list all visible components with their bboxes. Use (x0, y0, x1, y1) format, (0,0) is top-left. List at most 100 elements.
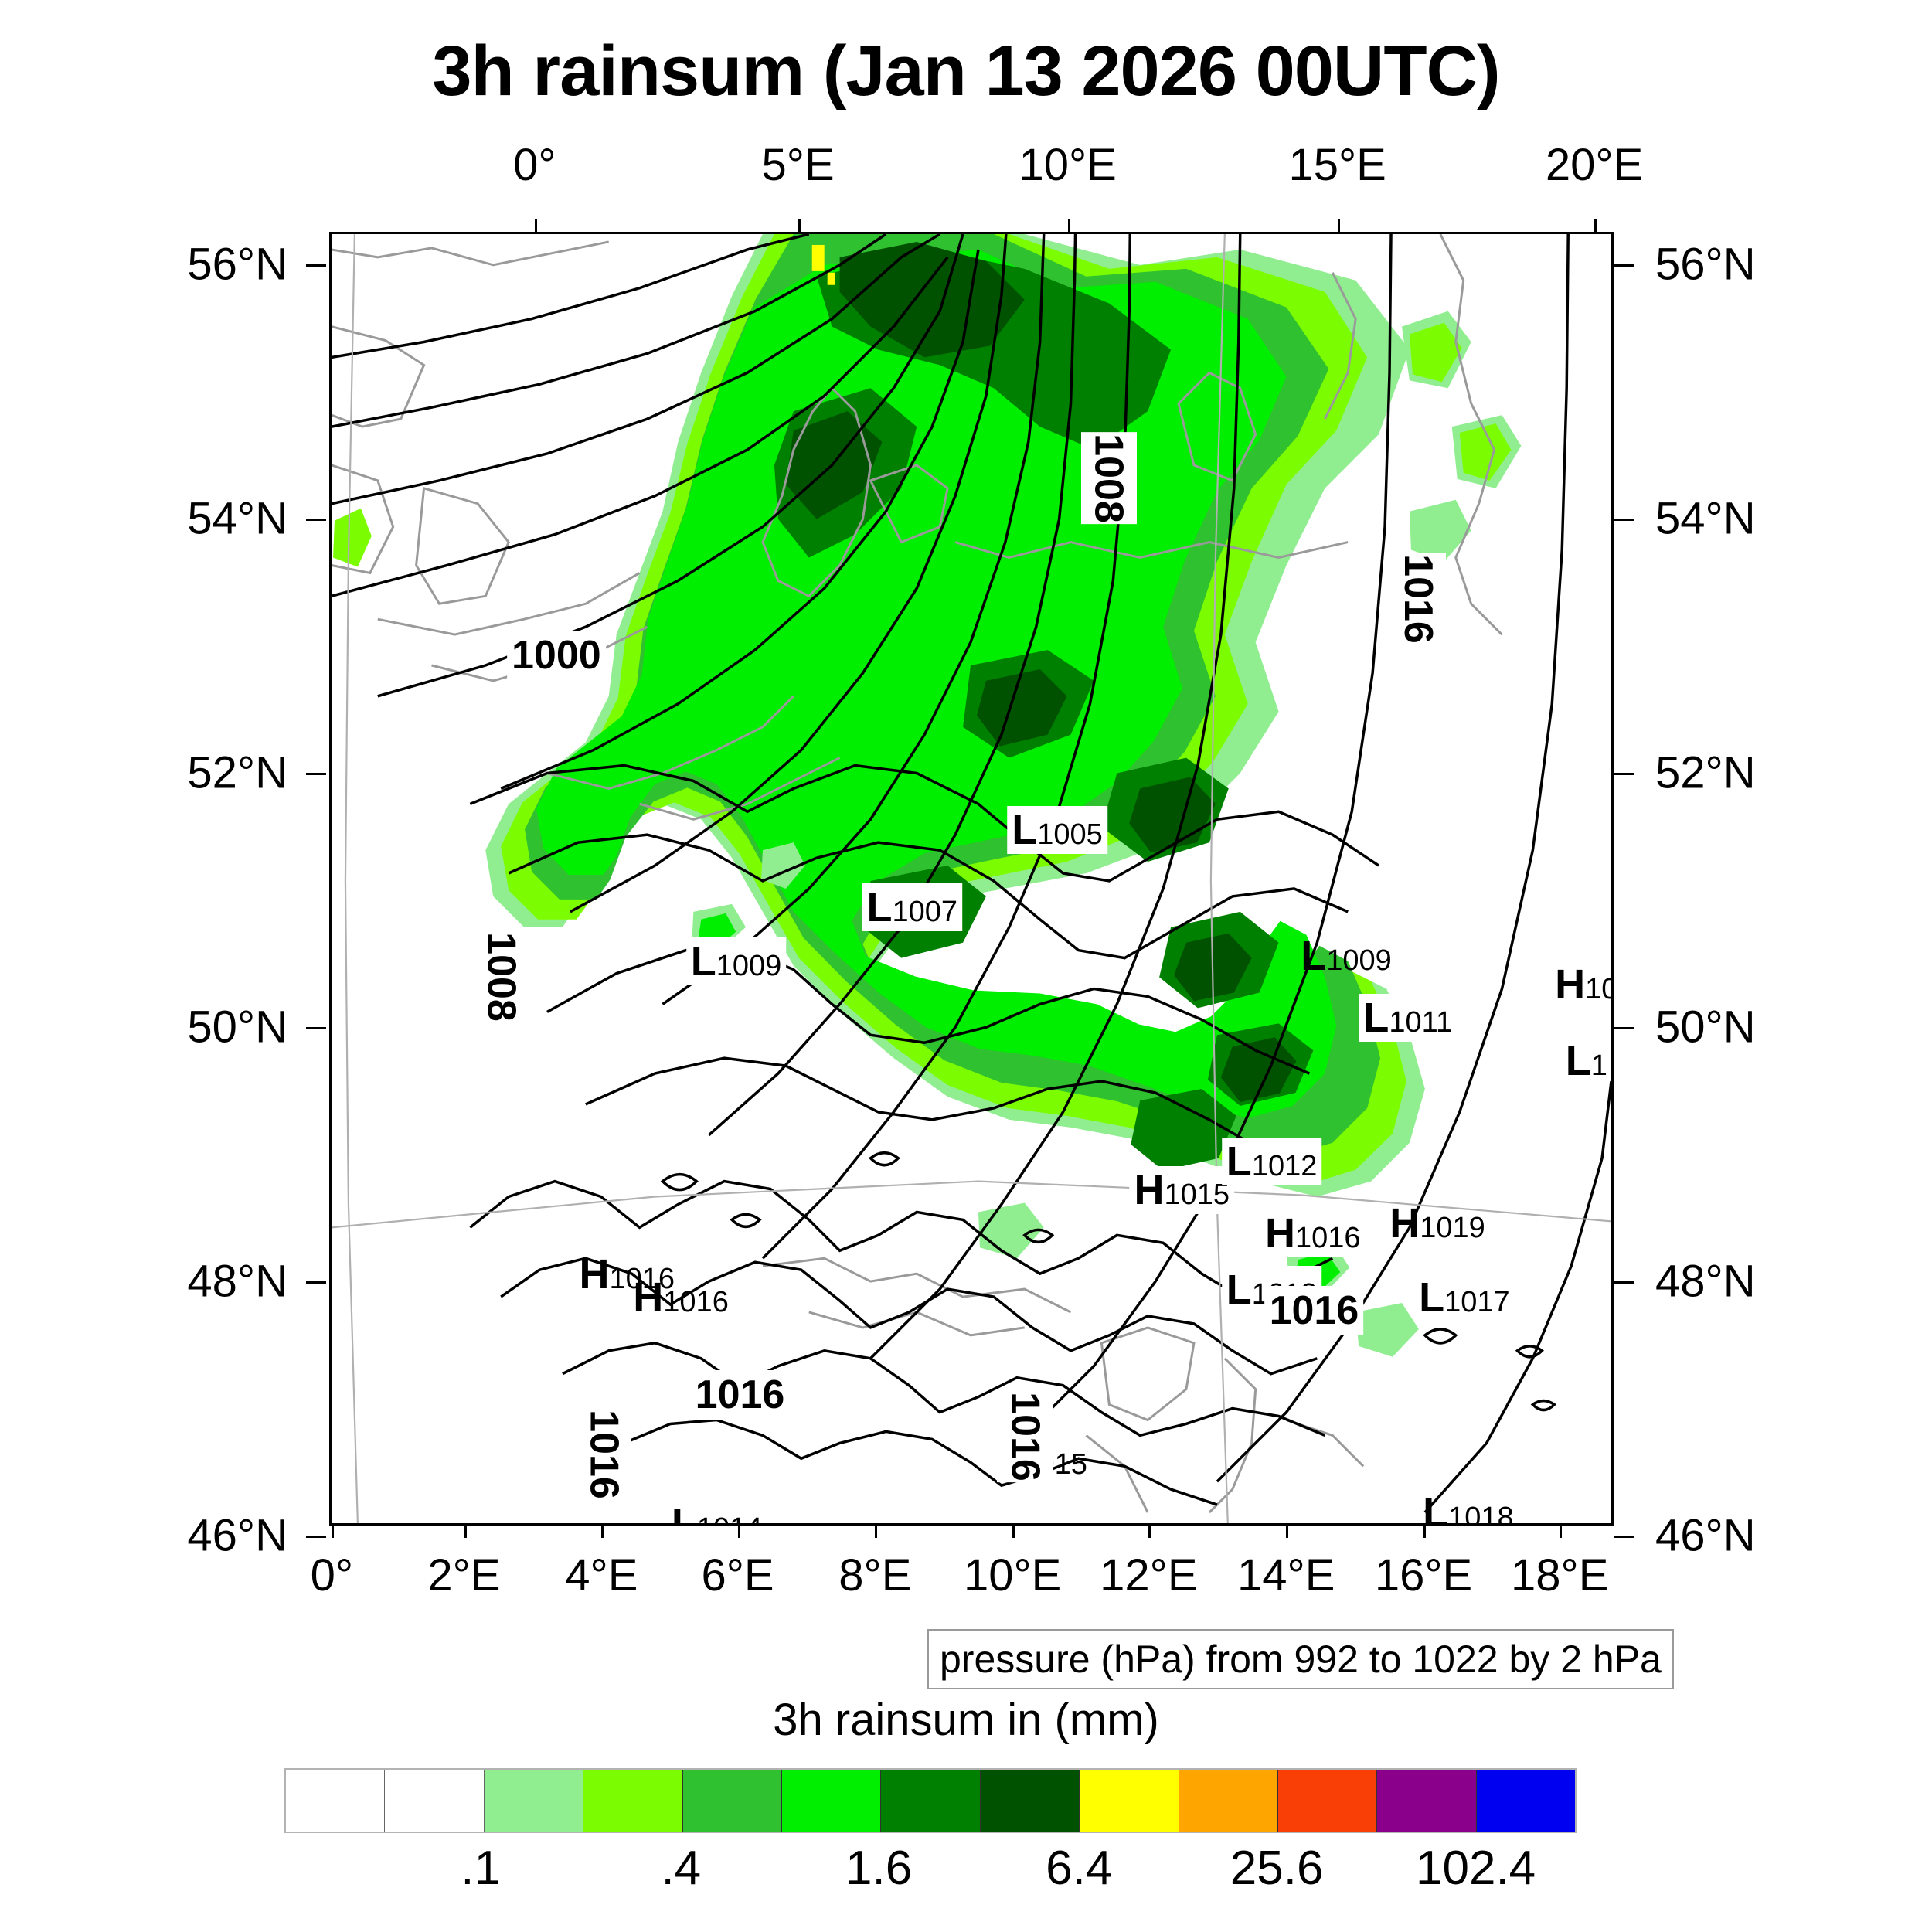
pressure-center-type: H (579, 1251, 610, 1298)
pressure-center-value: 1019 (1420, 1211, 1485, 1244)
pressure-center-type: L (1226, 1138, 1252, 1185)
colorbar-swatch-9[interactable] (1179, 1770, 1278, 1832)
latitude-label-right-1: 54°N (1655, 493, 1756, 544)
pressure-center-type: H (1134, 1166, 1165, 1213)
colorbar-swatch-1[interactable] (385, 1770, 485, 1832)
pressure-center-h-7: H1015 (1129, 1165, 1235, 1214)
pressure-center-type: H (633, 1274, 664, 1321)
pressure-center-l-12: L1017 (1419, 1277, 1510, 1318)
tick-bottom-8 (1423, 1526, 1427, 1538)
tick-bottom-0 (332, 1526, 335, 1538)
longitude-label-bottom-1: 2°E (427, 1550, 501, 1600)
tick-right-3 (1614, 1026, 1634, 1029)
colorbar-swatch-6[interactable] (881, 1770, 981, 1832)
pressure-center-l-1: L1007 (862, 883, 962, 931)
pressure-center-value: 1 (1590, 1049, 1607, 1083)
pressure-center-value: 1016 (1294, 1222, 1361, 1255)
latitude-label-left-0: 56°N (187, 239, 287, 290)
tick-left-1 (306, 518, 326, 521)
pressure-center-value: 10 (1585, 972, 1611, 1005)
isobar-label-3: 1008 (473, 930, 529, 1023)
pressure-center-type: L (1423, 1490, 1449, 1526)
pressure-center-l-0: L1005 (1007, 806, 1107, 855)
pressure-center-type: L (453, 1516, 478, 1523)
pressure-center-l-18: L1018 (1423, 1490, 1514, 1526)
colorbar-swatch-8[interactable] (1080, 1770, 1179, 1832)
pressure-center-l-4: L1011 (1359, 993, 1458, 1042)
colorbar-swatch-7[interactable] (980, 1770, 1080, 1832)
tick-bottom-1 (464, 1526, 467, 1538)
colorbar-swatch-4[interactable] (682, 1770, 782, 1832)
longitude-label-bottom-9: 18°E (1510, 1550, 1609, 1600)
tick-left-2 (306, 772, 326, 775)
latitude-label-left-1: 54°N (187, 493, 287, 544)
pressure-center-l-17: L1014 (672, 1503, 763, 1523)
colorbar-swatch-11[interactable] (1377, 1770, 1477, 1832)
precipitation-shading (332, 234, 1522, 1357)
longitude-label-bottom-6: 12°E (1100, 1550, 1198, 1600)
pressure-center-h-11: H1019 (1389, 1202, 1485, 1244)
tick-right-4 (1614, 1281, 1634, 1284)
longitude-label-top-2: 10°E (1019, 140, 1117, 190)
isobar-label-4: 1016 (1264, 1285, 1364, 1335)
colorbar-swatch-12[interactable] (1476, 1770, 1576, 1832)
pressure-center-h-9: H1016 (1260, 1209, 1366, 1258)
graticule (332, 234, 1611, 1523)
colorbar-tick-2: 1.6 (845, 1842, 913, 1895)
colorbar-swatch-10[interactable] (1277, 1770, 1378, 1832)
longitude-label-bottom-5: 10°E (963, 1550, 1062, 1600)
tick-left-0 (306, 264, 326, 267)
pressure-center-value: 1005 (1037, 818, 1103, 852)
map-plot-area[interactable]: L1005L1007L1009L1009L1011H10L1H1015L1012… (329, 232, 1614, 1526)
colorbar-title: 3h rainsum in (mm) (773, 1695, 1159, 1745)
colorbar-swatch-3[interactable] (583, 1770, 683, 1832)
pressure-center-value: 1015 (1164, 1178, 1230, 1211)
pressure-center-value: 1007 (892, 895, 957, 928)
pressure-center-value: 1018 (1448, 1502, 1514, 1526)
tick-right-1 (1614, 518, 1634, 521)
isobar-label-5: 1016 (576, 1408, 632, 1501)
latitude-label-left-3: 50°N (187, 1002, 287, 1053)
pressure-center-l-3: L1009 (1301, 935, 1392, 977)
pressure-center-l-8: L1012 (1221, 1137, 1322, 1185)
pressure-center-l-6: L1 (1566, 1040, 1607, 1082)
pressure-center-l-16: L1013 (453, 1516, 544, 1523)
pressure-center-value: 1016 (663, 1286, 729, 1319)
isobar-label-0: 1008 (1080, 431, 1137, 525)
colorbar-swatch-2[interactable] (484, 1770, 584, 1832)
pressure-center-value: 1009 (716, 949, 782, 982)
latitude-label-left-5: 46°N (187, 1510, 287, 1561)
longitude-label-top-4: 20°E (1545, 140, 1644, 190)
map-graphics (332, 234, 1611, 1523)
tick-bottom-3 (737, 1526, 740, 1538)
tick-bottom-6 (1148, 1526, 1151, 1538)
pressure-center-value: 1016 (609, 1263, 675, 1296)
tick-right-5 (1614, 1535, 1634, 1538)
colorbar-tick-0: .1 (461, 1842, 501, 1895)
colorbar[interactable] (284, 1768, 1577, 1833)
longitude-label-top-3: 15°E (1288, 140, 1386, 190)
isobar-label-1: 1000 (507, 631, 606, 681)
pressure-center-type: H (1264, 1210, 1295, 1257)
longitude-label-bottom-8: 16°E (1374, 1550, 1473, 1600)
tick-bottom-5 (1012, 1526, 1015, 1538)
isobar-label-6: 1016 (690, 1370, 790, 1420)
tick-right-0 (1614, 264, 1634, 267)
colorbar-tick-5: 102.4 (1416, 1842, 1536, 1895)
pressure-center-h-14: H1016 (633, 1277, 729, 1318)
pressure-center-h-5: H10 (1555, 964, 1611, 1005)
colorbar-tick-3: 6.4 (1046, 1842, 1113, 1895)
longitude-label-bottom-7: 14°E (1236, 1550, 1335, 1600)
tick-top-0 (534, 219, 537, 232)
tick-right-2 (1614, 772, 1634, 775)
pressure-center-type: L (1301, 933, 1327, 980)
pressure-center-value: 1011 (1389, 1005, 1453, 1039)
longitude-label-bottom-0: 0° (310, 1550, 354, 1600)
colorbar-swatch-0[interactable] (286, 1770, 386, 1832)
tick-left-3 (306, 1026, 326, 1029)
pressure-legend-note: pressure (hPa) from 992 to 1022 by 2 hPa (927, 1629, 1674, 1689)
colorbar-tick-4: 25.6 (1230, 1842, 1324, 1895)
tick-bottom-4 (875, 1526, 878, 1538)
tick-left-4 (306, 1281, 326, 1284)
colorbar-swatch-5[interactable] (781, 1770, 882, 1832)
